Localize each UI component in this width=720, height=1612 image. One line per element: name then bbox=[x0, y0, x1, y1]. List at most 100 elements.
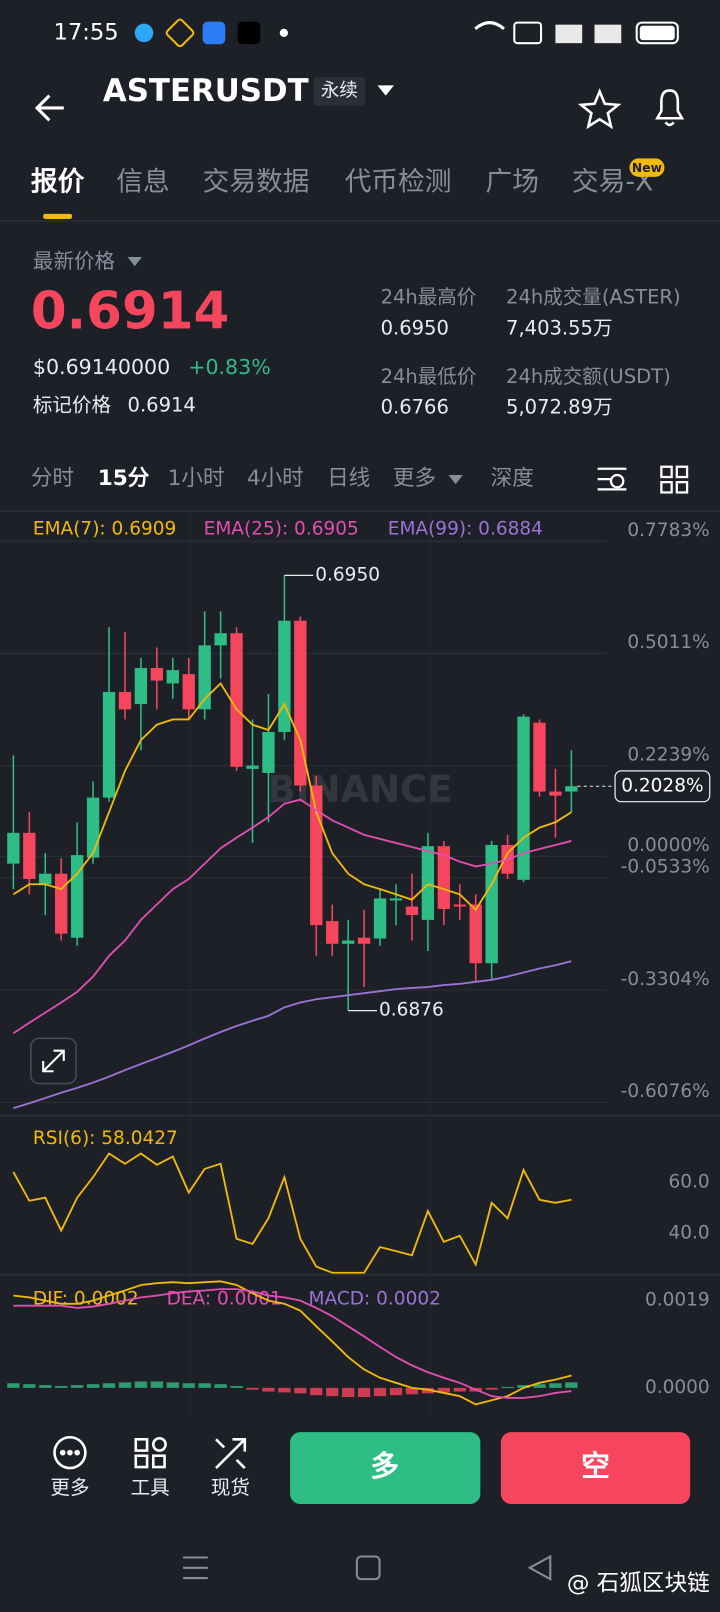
y-tick-label: -0.0533% bbox=[621, 857, 710, 878]
candle-body bbox=[373, 898, 387, 939]
interval[interactable]: 深度 bbox=[491, 466, 534, 491]
candle-body bbox=[134, 668, 148, 705]
tab[interactable]: 信息 bbox=[116, 166, 169, 197]
macd-bar bbox=[357, 1387, 371, 1398]
y-tick-label: 0.0000 bbox=[645, 1377, 710, 1398]
tool-label[interactable]: 工具 bbox=[131, 1476, 170, 1499]
macd-bar bbox=[214, 1384, 227, 1388]
symbol-dropdown[interactable] bbox=[377, 85, 394, 96]
stat-value: 7,403.55万 bbox=[506, 316, 612, 339]
macd-bar bbox=[118, 1382, 132, 1388]
macd-bar bbox=[453, 1387, 466, 1392]
tab[interactable]: 交易数据 bbox=[203, 166, 310, 197]
macd-bar bbox=[373, 1387, 387, 1397]
y-tick-label: 0.5011% bbox=[627, 632, 709, 653]
back-button[interactable] bbox=[34, 94, 64, 122]
macd-bar bbox=[230, 1386, 243, 1388]
more-icon[interactable] bbox=[53, 1435, 87, 1470]
nav-bar bbox=[183, 1554, 552, 1581]
stat-label: 24h成交额(USDT) bbox=[506, 365, 671, 388]
short-button[interactable] bbox=[500, 1432, 691, 1505]
stat-value: 0.6950 bbox=[381, 316, 449, 339]
contract-tag-bg bbox=[313, 77, 366, 106]
tool-label[interactable]: 更多 bbox=[50, 1476, 89, 1499]
interval[interactable]: 分时 bbox=[31, 466, 74, 491]
macd-bar bbox=[246, 1387, 259, 1390]
macd-bar bbox=[134, 1381, 148, 1388]
candle-body bbox=[182, 674, 195, 710]
usd-price: $0.69140000 bbox=[33, 355, 170, 379]
alert-button[interactable] bbox=[655, 89, 685, 127]
macd-bar bbox=[7, 1383, 20, 1388]
macd-bar bbox=[39, 1385, 52, 1388]
ema25-legend: EMA(25): 0.6905 bbox=[204, 518, 359, 539]
fullscreen-button[interactable] bbox=[30, 1037, 77, 1085]
symbol: ASTERUSDT bbox=[103, 73, 309, 109]
macd-bar bbox=[437, 1387, 450, 1393]
interval[interactable]: 更多 bbox=[393, 466, 436, 491]
candle-body bbox=[549, 791, 562, 796]
stat-value: 0.6766 bbox=[381, 396, 449, 419]
candle-body bbox=[166, 670, 179, 684]
tab[interactable]: 广场 bbox=[485, 166, 538, 197]
tab[interactable]: 代币检测 bbox=[345, 166, 452, 197]
price-dropdown[interactable] bbox=[127, 257, 142, 267]
chart-settings[interactable] bbox=[597, 465, 689, 494]
fullscreen-icon bbox=[42, 1049, 65, 1073]
candle-body bbox=[102, 691, 116, 798]
macd-line bbox=[13, 1280, 572, 1406]
tab[interactable]: 报价 bbox=[31, 166, 85, 197]
candle-body bbox=[437, 846, 450, 909]
y-tick-label: 0.2239% bbox=[627, 744, 709, 765]
candle-body bbox=[405, 906, 419, 916]
watermark: @ 石狐区块链 bbox=[567, 1571, 710, 1597]
stat-label: 24h成交量(ASTER) bbox=[506, 286, 681, 309]
long-label[interactable]: 多 bbox=[370, 1449, 399, 1483]
high-annotation: 0.6950 bbox=[315, 564, 380, 585]
favorite-button[interactable] bbox=[577, 88, 622, 130]
macd-bar bbox=[278, 1387, 291, 1393]
candle-body bbox=[39, 873, 52, 885]
macd-bar bbox=[326, 1387, 339, 1397]
tools-icon[interactable] bbox=[134, 1436, 167, 1469]
macd-bar bbox=[485, 1387, 498, 1390]
candle-body bbox=[389, 898, 403, 901]
y-tick-label: -0.6076% bbox=[621, 1081, 710, 1102]
interval[interactable]: 15分 bbox=[98, 466, 150, 491]
y-tick-label: 60.0 bbox=[669, 1171, 710, 1192]
macd-bar bbox=[533, 1384, 546, 1388]
long-button[interactable] bbox=[290, 1432, 481, 1505]
mark-label: 标记价格 bbox=[33, 394, 112, 417]
candle-body bbox=[55, 873, 68, 934]
more-dropdown[interactable] bbox=[448, 474, 463, 485]
stat-value: 5,072.89万 bbox=[506, 396, 612, 419]
interval[interactable]: 4小时 bbox=[247, 466, 304, 491]
macd-bar bbox=[342, 1387, 355, 1398]
candle-body bbox=[326, 921, 339, 944]
mark-price: 0.6914 bbox=[128, 394, 196, 417]
candle-body bbox=[469, 904, 482, 964]
interval[interactable]: 日线 bbox=[327, 466, 370, 491]
interval[interactable]: 1小时 bbox=[168, 466, 225, 491]
macd-bar bbox=[549, 1383, 562, 1388]
y-tick-label: 0.7783% bbox=[627, 520, 709, 541]
ema-line bbox=[12, 798, 572, 1035]
candle-body bbox=[485, 844, 498, 964]
y-tick-label: 0.0000% bbox=[627, 835, 709, 856]
tool-label[interactable]: 现货 bbox=[211, 1476, 250, 1499]
macd-bar bbox=[389, 1387, 403, 1396]
candle-body bbox=[23, 832, 36, 879]
candle-body bbox=[118, 691, 132, 710]
contract-tag: 永续 bbox=[321, 81, 358, 102]
candle-body bbox=[150, 668, 164, 681]
candle-body bbox=[357, 937, 371, 944]
spot-icon[interactable] bbox=[215, 1438, 247, 1469]
rsi-legend: RSI(6): 58.0427 bbox=[33, 1128, 178, 1149]
last-price-box bbox=[614, 770, 711, 803]
macd-bar bbox=[102, 1383, 116, 1388]
tab-indicator bbox=[43, 213, 72, 219]
candle-body bbox=[533, 722, 546, 792]
ema99-legend: EMA(99): 0.6884 bbox=[388, 518, 543, 539]
short-label[interactable]: 空 bbox=[581, 1449, 610, 1483]
